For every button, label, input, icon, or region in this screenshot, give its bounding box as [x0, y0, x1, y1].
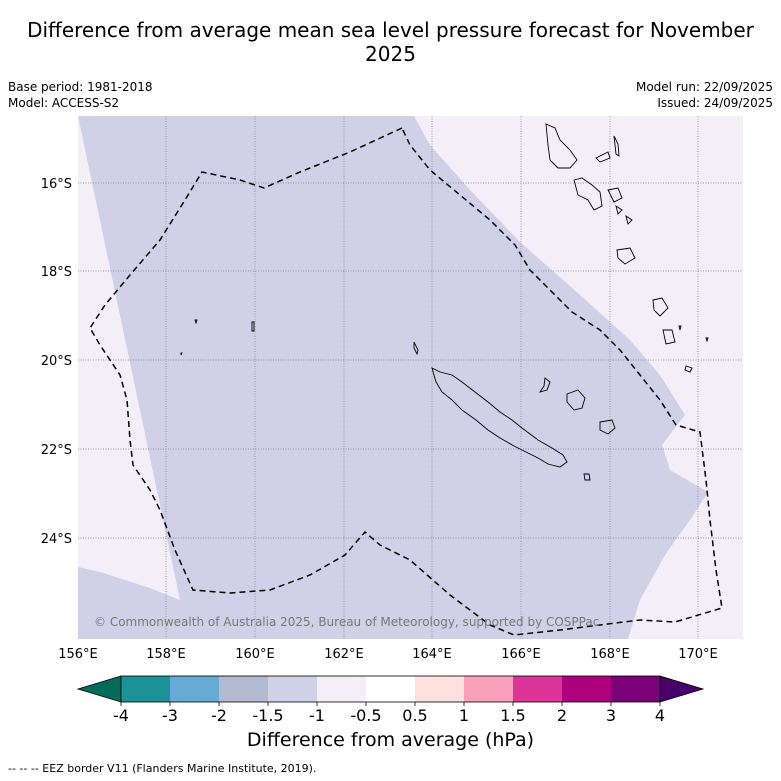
lon-tick-label: 168°E: [590, 647, 630, 662]
colorbar-tick-label: 4: [655, 706, 665, 725]
colorbar-tick-label: 0.5: [402, 706, 427, 725]
colorbar-swatch: [170, 676, 219, 702]
lon-tick-label: 158°E: [146, 647, 186, 662]
lat-tick-labels: 16°S 18°S 20°S 22°S 24°S: [41, 177, 72, 547]
vanuatu-islands: [545, 123, 709, 373]
belep-islands: [413, 341, 419, 356]
colorbar-tick-label: 1.5: [500, 706, 525, 725]
colorbar-tick-label: -1: [309, 706, 325, 725]
colorbar-extend-high: [659, 675, 705, 703]
colorbar-extend-low: [76, 675, 122, 703]
colorbar-label: Difference from average (hPa): [246, 729, 535, 751]
lat-tick-label: 18°S: [41, 265, 72, 280]
colorbar-swatch: [464, 676, 513, 702]
colorbar-swatch: [415, 676, 464, 702]
colorbar-swatch: [317, 676, 366, 702]
region-main: [78, 116, 708, 639]
colorbar-swatch: [562, 676, 611, 702]
colorbar-swatch: [366, 676, 415, 702]
lon-tick-label: 166°E: [501, 647, 541, 662]
map-title: Difference from average mean sea level p…: [27, 18, 754, 66]
colorbar-tick-label: -4: [113, 706, 129, 725]
colorbar-tick-label: 2: [557, 706, 567, 725]
colorbar-tick-label: -3: [162, 706, 178, 725]
isle-of-pines: [583, 473, 591, 481]
issued-date: Issued: 24/09/2025: [657, 96, 773, 110]
small-islet-1: [194, 319, 198, 325]
lat-tick-label: 20°S: [41, 354, 72, 369]
lon-tick-label: 162°E: [324, 647, 364, 662]
lon-tick-label: 156°E: [58, 647, 98, 662]
colorbar-tick-label: 1: [459, 706, 469, 725]
model-name: Model: ACCESS-S2: [8, 96, 120, 110]
lon-tick-label: 160°E: [235, 647, 275, 662]
colorbar-swatch: [219, 676, 268, 702]
lat-tick-label: 22°S: [41, 443, 72, 458]
lon-tick-label: 170°E: [678, 647, 718, 662]
base-period: Base period: 1981-2018: [8, 80, 153, 94]
colorbar-swatch: [121, 676, 170, 702]
model-run: Model run: 22/09/2025: [635, 80, 773, 94]
ouvea-island: [538, 377, 551, 393]
chesterfield-islands: [251, 321, 255, 332]
graticule: [78, 116, 743, 639]
lifou-island: [566, 389, 586, 411]
small-islet-2: [180, 352, 183, 356]
new-caledonia-island: [431, 367, 568, 468]
colorbar-frame: [120, 675, 661, 703]
colorbar-tick-label: -0.5: [350, 706, 381, 725]
colorbar-tick-label: 3: [606, 706, 616, 725]
colorbar-swatch: [268, 676, 317, 702]
colorbar-swatch: [513, 676, 562, 702]
meta-left: Base period: 1981-2018 Model: ACCESS-S2: [8, 79, 153, 111]
mare-island: [599, 419, 616, 435]
lon-tick-label: 164°E: [412, 647, 452, 662]
colorbar: -4 -3 -2 -1.5 -1 -0.5 0.5 1 1.5 2 3 4: [76, 675, 705, 725]
meta-right: Model run: 22/09/2025 Issued: 24/09/2025: [636, 79, 773, 111]
map-plot-area: © Commonwealth of Australia 2025, Bureau…: [78, 116, 743, 639]
copyright-text: © Commonwealth of Australia 2025, Bureau…: [94, 615, 599, 629]
colorbar-tick-label: -1.5: [252, 706, 283, 725]
colorbar-tick-label: -2: [211, 706, 227, 725]
lat-tick-label: 24°S: [41, 532, 72, 547]
colorbar-swatch: [611, 676, 660, 702]
lon-tick-labels: 156°E 158°E 160°E 162°E 164°E 166°E 168°…: [58, 647, 718, 662]
lat-tick-label: 16°S: [41, 177, 72, 192]
eez-border: [89, 127, 723, 636]
footnote: -- -- -- EEZ border V11 (Flanders Marine…: [8, 762, 317, 775]
